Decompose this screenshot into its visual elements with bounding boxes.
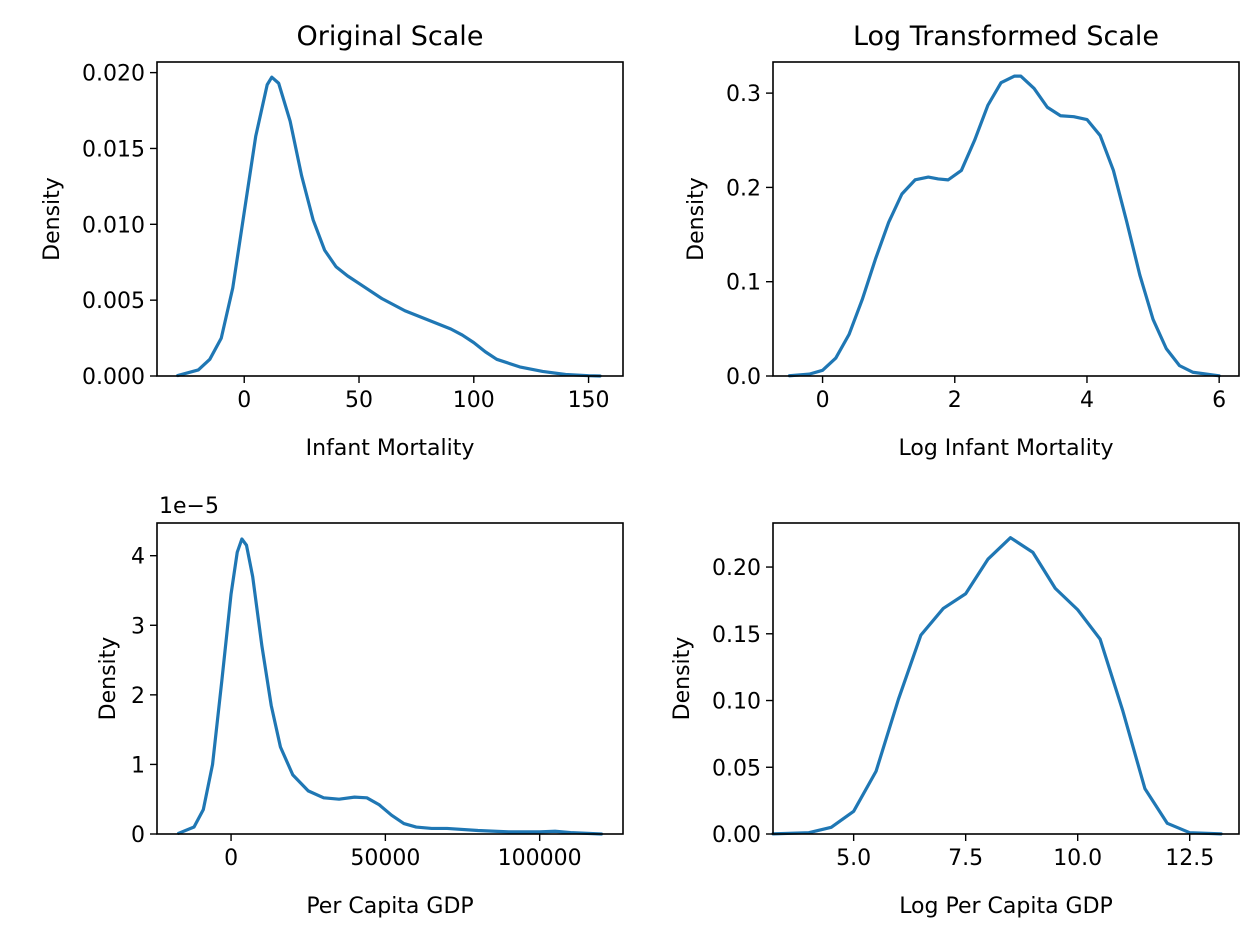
y-tick-label: 0.3 [726, 82, 761, 107]
x-axis-label: Infant Mortality [306, 436, 475, 461]
x-tick-label: 5.0 [836, 846, 871, 871]
x-tick-label: 10.0 [1053, 846, 1102, 871]
y-axis-label: Density [40, 177, 65, 261]
x-tick-label: 4 [1080, 388, 1094, 413]
y-axis-label: Density [96, 637, 121, 721]
y-tick-label: 0 [131, 823, 145, 848]
x-tick-label: 50 [345, 388, 373, 413]
x-tick-label: 6 [1212, 388, 1226, 413]
density-curve [771, 536, 1223, 836]
x-axis-label: Per Capita GDP [306, 894, 473, 919]
y-axis-label: Density [684, 177, 709, 261]
y-tick-label: 0.015 [82, 137, 145, 162]
y-tick-label: 0.010 [82, 213, 145, 238]
y-tick-label: 0.0 [726, 365, 761, 390]
y-tick-label: 2 [131, 684, 145, 709]
axes-frame [156, 61, 624, 377]
x-tick-label: 50000 [350, 846, 420, 871]
y-tick-label: 4 [131, 545, 145, 570]
axes-frame [772, 61, 1240, 377]
x-tick-label: 150 [568, 388, 610, 413]
chart-title: Log Transformed Scale [853, 21, 1159, 52]
x-axis-label: Log Per Capita GDP [899, 894, 1113, 919]
y-tick-label: 0.000 [82, 365, 145, 390]
x-tick-label: 100000 [498, 846, 582, 871]
density-curve [177, 537, 603, 836]
x-tick-label: 2 [948, 388, 962, 413]
chart-title: Original Scale [297, 21, 484, 52]
y-tick-label: 0.05 [712, 756, 761, 781]
x-tick-label: 0 [237, 388, 251, 413]
axes-frame [156, 522, 624, 835]
axes-frame [772, 522, 1240, 835]
y-tick-label: 0.020 [82, 62, 145, 87]
x-axis-label: Log Infant Mortality [899, 436, 1114, 461]
x-tick-label: 0 [816, 388, 830, 413]
x-tick-label: 0 [224, 846, 238, 871]
chart-panel-4: 5.0 7.5 10.0 12.5 0.00 0.05 0.10 0.15 0.20 Log Pe… [670, 522, 1240, 919]
x-tick-label: 7.5 [948, 846, 983, 871]
y-tick-label: 0.15 [712, 623, 761, 648]
y-tick-label: 0.1 [726, 271, 761, 296]
y-tick-label: 0.005 [82, 289, 145, 314]
chart-panel-1: 0 50 100 150 0.000 0.005 0.010 0.015 0.020 Infant… [40, 21, 624, 461]
density-curve [787, 74, 1221, 378]
density-curve [176, 75, 602, 378]
y-tick-label: 3 [131, 614, 145, 639]
x-tick-label: 100 [453, 388, 495, 413]
chart-panel-3: 0 50000 100000 0 1 2 3 4 Per Capita GDP Density 1e… [96, 494, 624, 919]
chart-panel-2: 0 2 4 6 0.0 0.1 0.2 0.3 Log Infant Mortality Dens… [684, 21, 1240, 461]
y-tick-label: 1 [131, 753, 145, 778]
y-tick-label: 0.10 [712, 690, 761, 715]
y-offset-label: 1e−5 [159, 494, 219, 519]
y-tick-label: 0.00 [712, 823, 761, 848]
y-tick-label: 0.2 [726, 176, 761, 201]
x-tick-label: 12.5 [1165, 846, 1214, 871]
y-axis-label: Density [670, 637, 695, 721]
y-tick-label: 0.20 [712, 556, 761, 581]
